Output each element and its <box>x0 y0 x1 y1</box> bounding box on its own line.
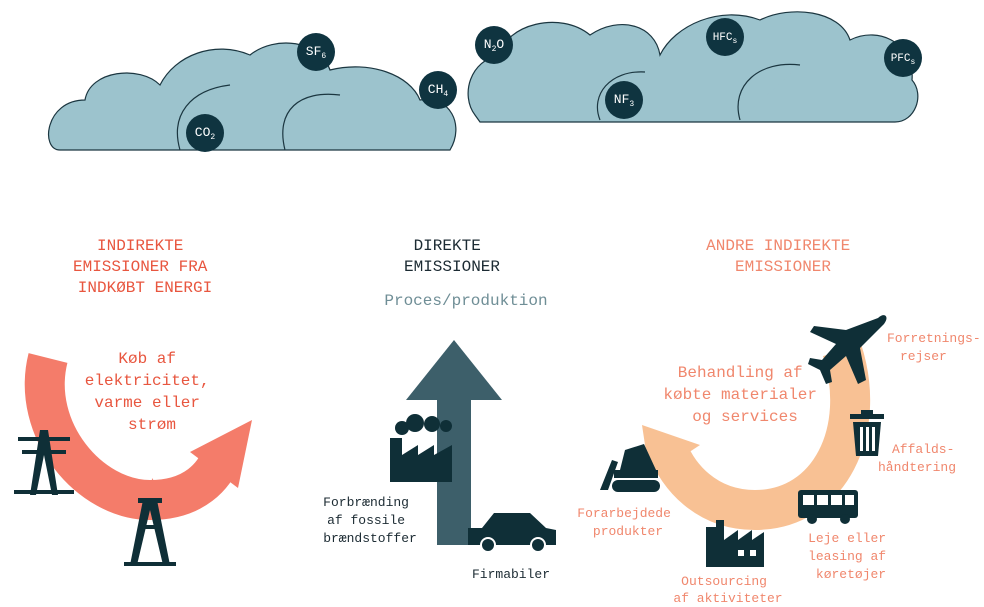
label-line: leasing af <box>808 549 886 564</box>
gas-badge <box>297 33 335 71</box>
label-line: Forarbejdede <box>577 506 671 521</box>
section-subtitle: Proces/produktion <box>384 292 547 310</box>
title-line: DIREKTE <box>414 237 481 255</box>
section-title: DIREKTE EMISSIONER <box>404 237 500 276</box>
clouds-right <box>467 11 919 123</box>
gas-badge <box>605 81 643 119</box>
label-line: køretøjer <box>816 567 886 582</box>
icon-car <box>468 513 556 553</box>
title-line: INDIREKTE <box>97 237 183 255</box>
gas-base: CO <box>195 125 211 140</box>
gas-sub: s <box>733 37 738 46</box>
icon-bin <box>850 410 884 456</box>
label-line: af aktiviteter <box>673 591 782 606</box>
label-line: af fossile <box>327 513 405 528</box>
icon-plane <box>808 315 887 384</box>
arrow-left <box>24 353 252 521</box>
gas-co2: CO2 <box>186 114 224 152</box>
item-label: Firmabiler <box>472 567 550 582</box>
label-line: Affalds- <box>892 442 954 457</box>
label-line: håndtering <box>878 460 956 475</box>
clouds-left <box>47 42 457 151</box>
icon-bus <box>798 490 858 524</box>
item-label: Forretnings- rejser <box>887 331 984 364</box>
title-line: INDKØBT ENERGI <box>78 279 212 297</box>
gas-base: NF <box>614 92 630 107</box>
title-line: EMISSIONER <box>404 258 500 276</box>
label-line: og services <box>692 408 798 426</box>
gas-label: NF3 <box>614 92 635 109</box>
gas-tail: O <box>496 37 504 52</box>
section-title: ANDRE INDIREKTE EMISSIONER <box>706 237 860 276</box>
icon-bulldozer <box>600 444 660 492</box>
gas-badge <box>419 71 457 109</box>
gas-sub: 2 <box>492 45 497 54</box>
label-line: elektricitet, <box>85 372 210 390</box>
gas-label: PFCs <box>891 53 916 67</box>
gas-pfcs: PFCs <box>884 39 922 77</box>
arrow-right <box>642 343 871 531</box>
gas-badge <box>475 26 513 64</box>
label-line: Forretnings- <box>887 331 981 346</box>
gas-label: N2O <box>484 37 505 54</box>
gas-base: PFC <box>891 53 911 65</box>
icon-pylon <box>14 430 74 495</box>
gas-badge <box>706 18 744 56</box>
title-line: EMISSIONER <box>735 258 831 276</box>
title-line: EMISSIONER FRA <box>73 258 208 276</box>
title-line: ANDRE INDIREKTE <box>706 237 850 255</box>
gas-badge <box>884 39 922 77</box>
label-line: købte materialer <box>663 386 817 404</box>
gas-sf6: SF6 <box>297 33 335 71</box>
item-label: Affalds- håndtering <box>878 442 962 475</box>
gas-label: CH4 <box>428 82 449 99</box>
gas-sub: s <box>911 58 916 67</box>
gas-sub: 2 <box>210 133 215 142</box>
gas-nf3: NF3 <box>605 81 643 119</box>
gas-label: CO2 <box>195 125 216 142</box>
label-line: produkter <box>593 524 663 539</box>
icon-oil-rig <box>124 478 176 566</box>
label-line: Behandling af <box>678 364 803 382</box>
arrow-middle <box>406 340 502 545</box>
label-line: strøm <box>128 416 176 434</box>
gas-ch4: CH4 <box>419 71 457 109</box>
item-label: Leje eller leasing af køretøjer <box>808 531 894 582</box>
gas-base: N <box>484 37 492 52</box>
label-line: brændstoffer <box>323 531 417 546</box>
gas-base: SF <box>306 44 322 59</box>
icon-factory <box>390 414 452 482</box>
arrow-label: Behandling af købte materialer og servic… <box>663 364 826 426</box>
label-line: Leje eller <box>808 531 886 546</box>
gas-sub: 6 <box>321 52 326 61</box>
gas-base: CH <box>428 82 444 97</box>
gas-base: HFC <box>713 32 733 44</box>
label-line: Køb af <box>118 350 176 368</box>
label-line: Forbrænding <box>323 495 409 510</box>
section-title: INDIREKTE EMISSIONER FRA INDKØBT ENERGI <box>73 237 217 297</box>
gas-sub: 4 <box>443 90 448 99</box>
item-label: Forbrænding af fossile brændstoffer <box>323 495 417 546</box>
gas-hfcs: HFCs <box>706 18 744 56</box>
item-label: Outsourcing af aktiviteter <box>673 574 782 606</box>
gas-n2o: N2O <box>475 26 513 64</box>
gas-sub: 3 <box>629 100 634 109</box>
gas-label: HFCs <box>713 32 738 46</box>
gas-label: SF6 <box>306 44 327 61</box>
label-line: varme eller <box>94 394 200 412</box>
item-label: Forarbejdede produkter <box>577 506 678 539</box>
label-line: rejser <box>900 349 947 364</box>
arrow-label: Køb af elektricitet, varme eller strøm <box>85 350 219 434</box>
gas-badge <box>186 114 224 152</box>
icon-factory-outsourcing <box>706 520 764 567</box>
label-line: Outsourcing <box>681 574 767 589</box>
